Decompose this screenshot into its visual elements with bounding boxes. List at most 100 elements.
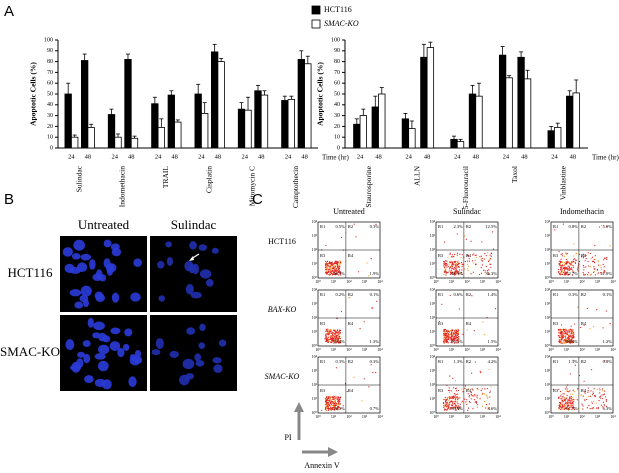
event <box>558 251 560 253</box>
event <box>561 270 563 272</box>
event <box>461 401 463 404</box>
event <box>452 407 454 409</box>
x-tick-label: 10⁴ <box>495 347 501 352</box>
event <box>565 258 568 261</box>
event <box>332 263 335 265</box>
y-tick-label: 10³ <box>312 301 318 306</box>
event <box>467 388 469 390</box>
quadrant-percent: 0.5% <box>336 224 346 229</box>
event <box>340 342 342 344</box>
event <box>458 266 460 268</box>
y-tick-label: 30 <box>334 113 340 119</box>
event <box>469 401 471 404</box>
event <box>337 399 339 401</box>
event <box>572 359 575 361</box>
event <box>587 387 589 389</box>
event <box>450 336 452 338</box>
event <box>444 337 447 340</box>
time-label: 24 <box>357 153 364 160</box>
event <box>464 385 467 387</box>
event <box>453 260 456 263</box>
nucleus <box>189 241 197 250</box>
event <box>467 265 470 267</box>
event <box>459 272 461 274</box>
event <box>443 331 445 333</box>
quadrant-name: R1 <box>438 292 443 297</box>
event <box>454 253 456 256</box>
event <box>466 260 469 262</box>
event <box>454 398 457 400</box>
event <box>467 268 469 270</box>
event <box>333 395 335 397</box>
event <box>444 334 446 336</box>
event <box>560 394 563 396</box>
event <box>564 330 566 332</box>
y-tick-label: 10⁴ <box>312 287 318 292</box>
event <box>332 406 334 409</box>
event <box>444 401 447 403</box>
event <box>330 338 332 340</box>
event <box>333 335 336 337</box>
event <box>444 341 446 343</box>
nucleus <box>158 295 166 302</box>
event <box>593 266 595 268</box>
quadrant-percent: 0.1% <box>370 292 380 297</box>
event <box>585 258 587 260</box>
event <box>445 269 447 271</box>
event <box>558 265 561 267</box>
event <box>590 401 592 403</box>
pi-label: PI <box>284 433 291 442</box>
bar <box>287 99 296 149</box>
event <box>332 270 334 272</box>
event <box>457 339 459 342</box>
event <box>606 226 608 228</box>
event <box>576 399 578 401</box>
nucleus <box>93 321 105 331</box>
bar <box>498 54 507 149</box>
x-tick-label: 10⁰ <box>433 347 439 352</box>
event <box>568 399 570 402</box>
quadrant-percent: 96.7% <box>333 271 345 276</box>
x-tick-label: 10⁴ <box>610 279 616 284</box>
column-label: Indomethacin <box>560 207 604 216</box>
bar <box>244 109 252 149</box>
event <box>335 341 337 344</box>
event <box>566 388 568 390</box>
nucleus <box>182 358 195 370</box>
event <box>564 268 566 270</box>
time-label: 48 <box>215 153 222 160</box>
event <box>460 262 463 264</box>
quadrant-name: R4 <box>348 321 354 326</box>
quadrant-name: R2 <box>348 224 353 229</box>
x-tick-label: 10⁰ <box>433 279 439 284</box>
event <box>325 399 328 402</box>
event <box>446 331 448 333</box>
event <box>566 333 568 335</box>
event <box>449 408 451 410</box>
quadrant-name: R4 <box>348 388 354 393</box>
event <box>563 270 566 272</box>
x-tick-label: 10³ <box>595 347 601 352</box>
event <box>339 274 342 276</box>
event <box>605 398 607 401</box>
event <box>570 336 572 338</box>
event <box>559 401 561 404</box>
event <box>337 406 339 408</box>
event <box>601 268 603 270</box>
event <box>487 252 489 254</box>
event <box>605 258 608 260</box>
event <box>606 405 608 407</box>
event <box>557 268 560 271</box>
event <box>486 270 489 272</box>
nucleus <box>185 283 194 295</box>
event <box>461 254 463 256</box>
time-label: 24 <box>68 153 75 160</box>
event <box>558 271 560 273</box>
event <box>559 263 562 265</box>
bar <box>566 95 574 149</box>
bar <box>420 56 428 149</box>
quadrant-name: R3 <box>320 253 326 258</box>
event <box>447 337 449 340</box>
nucleus <box>77 262 88 273</box>
